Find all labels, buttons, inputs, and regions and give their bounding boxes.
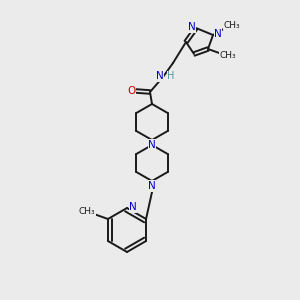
Text: CH₃: CH₃ <box>224 20 240 29</box>
Text: CH₃: CH₃ <box>79 206 95 215</box>
Text: N: N <box>188 22 196 32</box>
Text: O: O <box>127 86 135 96</box>
Text: N: N <box>129 202 137 212</box>
Text: N: N <box>148 181 156 191</box>
Text: CH₃: CH₃ <box>220 52 236 61</box>
Text: N: N <box>214 29 222 39</box>
Text: H: H <box>167 71 175 81</box>
Text: N: N <box>156 71 164 81</box>
Text: N: N <box>148 140 156 150</box>
